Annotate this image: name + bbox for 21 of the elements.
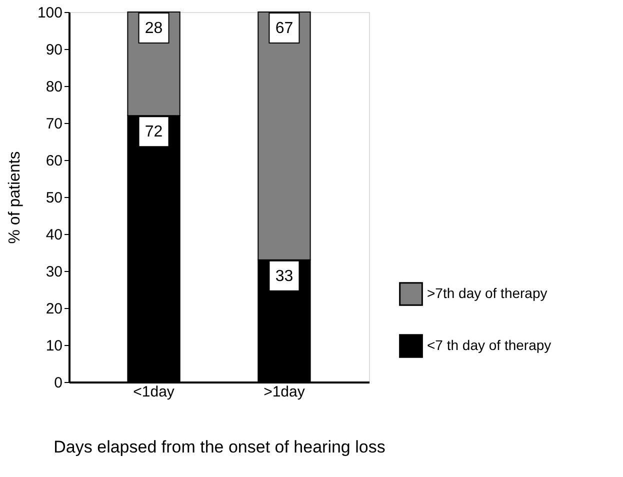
y-tick-label: 90 [46, 42, 62, 58]
y-tick-label: 30 [46, 264, 62, 280]
data-label: 28 [144, 20, 163, 37]
x-tick-label: <1day [133, 384, 175, 400]
data-label: 33 [275, 268, 294, 285]
legend-label: >7th day of therapy [427, 285, 548, 301]
data-label: 67 [275, 20, 294, 37]
y-tick-label: 100 [37, 4, 62, 22]
legend-label: <7 th day of therapy [427, 337, 552, 353]
y-tick-label: 0 [54, 374, 62, 392]
data-label: 72 [144, 124, 163, 141]
y-tick-label: 60 [46, 152, 62, 170]
y-tick-label: 50 [46, 190, 62, 206]
y-axis-title: % of patients [6, 151, 24, 244]
x-tick-label: >1day [264, 384, 306, 400]
y-tick-label: 70 [46, 116, 62, 132]
y-tick-label: 20 [46, 300, 62, 318]
y-tick-label: 40 [46, 226, 62, 244]
x-axis-title: Days elapsed from the onset of hearing loss [54, 438, 386, 456]
y-tick-label: 80 [46, 78, 62, 96]
y-tick-label: 10 [46, 338, 62, 354]
